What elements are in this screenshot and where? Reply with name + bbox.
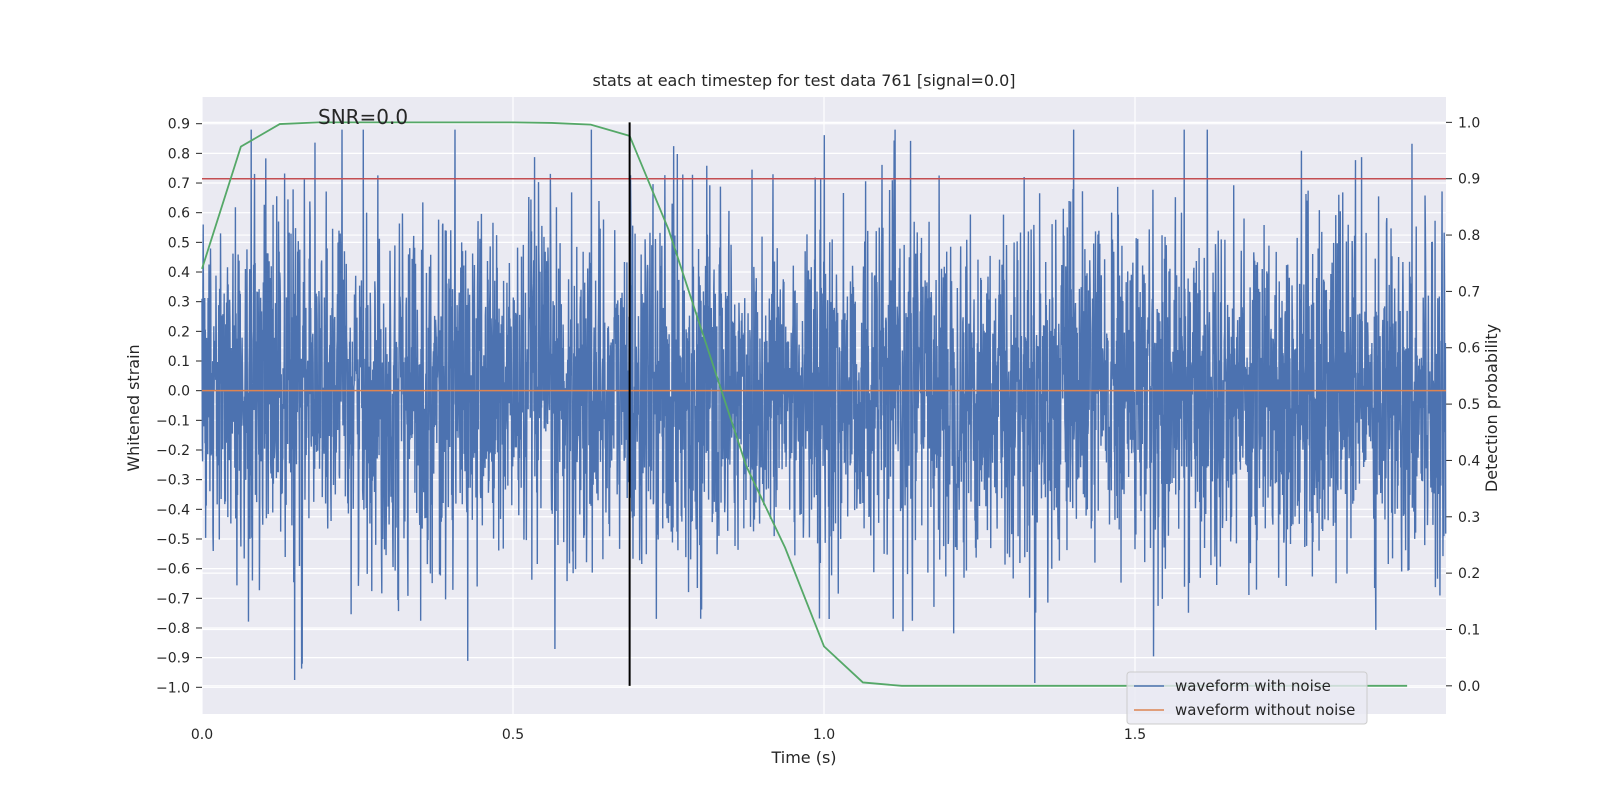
y-right-tick-label: 0.6 bbox=[1458, 341, 1480, 357]
y-right-tick-label: 0.2 bbox=[1458, 566, 1480, 582]
y-right-tick-label: 0.0 bbox=[1458, 679, 1480, 695]
legend-label-waveform-without-noise: waveform without noise bbox=[1175, 701, 1355, 719]
y-tick-label: 0.1 bbox=[168, 354, 190, 370]
snr-annotation: SNR=0.0 bbox=[318, 105, 408, 129]
y-tick-label: −0.7 bbox=[156, 591, 190, 607]
y-axis-label: Whitened strain bbox=[124, 344, 143, 471]
x-tick-label: 1.0 bbox=[813, 727, 835, 743]
y-right-tick-label: 0.8 bbox=[1458, 228, 1480, 244]
y-tick-label: −0.8 bbox=[156, 621, 190, 637]
y-tick-label: 0.9 bbox=[168, 117, 190, 133]
legend: waveform with noise waveform without noi… bbox=[1126, 671, 1368, 725]
y-axis-right-label: Detection probability bbox=[1482, 324, 1501, 492]
y-tick-label: −0.9 bbox=[156, 651, 190, 667]
x-tick-label: 1.5 bbox=[1124, 727, 1146, 743]
y-tick-label: −0.3 bbox=[156, 473, 190, 489]
y-tick-label: 0.3 bbox=[168, 295, 190, 311]
y-right-tick-label: 1.0 bbox=[1458, 115, 1480, 131]
y-axis-right-ticks: 1.0 0.9 0.8 0.7 0.6 0.5 0.4 0.3 0.2 0.1 0.0 bbox=[1446, 115, 1480, 695]
x-tick-label: 0.0 bbox=[191, 727, 213, 743]
y-tick-label: 0.8 bbox=[168, 146, 190, 162]
legend-label-waveform-with-noise: waveform with noise bbox=[1175, 677, 1331, 695]
y-tick-label: −0.6 bbox=[156, 562, 190, 578]
y-axis-left-ticks: 0.9 0.8 0.7 0.6 0.5 0.4 0.3 0.2 0.1 0.0 −0.1 −0.2 −0… bbox=[156, 117, 202, 696]
y-tick-label: 0.4 bbox=[168, 265, 190, 281]
y-tick-label: 0.2 bbox=[168, 324, 190, 340]
y-right-tick-label: 0.1 bbox=[1458, 622, 1480, 638]
y-right-tick-label: 0.7 bbox=[1458, 284, 1480, 300]
chart-title: stats at each timestep for test data 761… bbox=[592, 71, 1015, 90]
y-right-tick-label: 0.3 bbox=[1458, 510, 1480, 526]
x-axis-ticks: 0.0 0.5 1.0 1.5 bbox=[191, 727, 1146, 743]
y-tick-label: −0.4 bbox=[156, 502, 190, 518]
y-tick-label: −0.1 bbox=[156, 413, 190, 429]
legend-frame bbox=[1126, 671, 1368, 725]
y-tick-label: −1.0 bbox=[156, 680, 190, 696]
y-tick-label: 0.5 bbox=[168, 235, 190, 251]
x-axis-label: Time (s) bbox=[770, 748, 836, 767]
series-waveform-with-noise bbox=[201, 129, 1447, 684]
y-tick-label: 0.0 bbox=[168, 384, 190, 400]
y-tick-label: 0.6 bbox=[168, 206, 190, 222]
y-tick-label: −0.2 bbox=[156, 443, 190, 459]
y-right-tick-label: 0.9 bbox=[1458, 172, 1480, 188]
y-right-tick-label: 0.5 bbox=[1458, 397, 1480, 413]
y-right-tick-label: 0.4 bbox=[1458, 453, 1480, 469]
x-tick-label: 0.5 bbox=[502, 727, 524, 743]
y-tick-label: −0.5 bbox=[156, 532, 190, 548]
y-tick-label: 0.7 bbox=[168, 176, 190, 192]
